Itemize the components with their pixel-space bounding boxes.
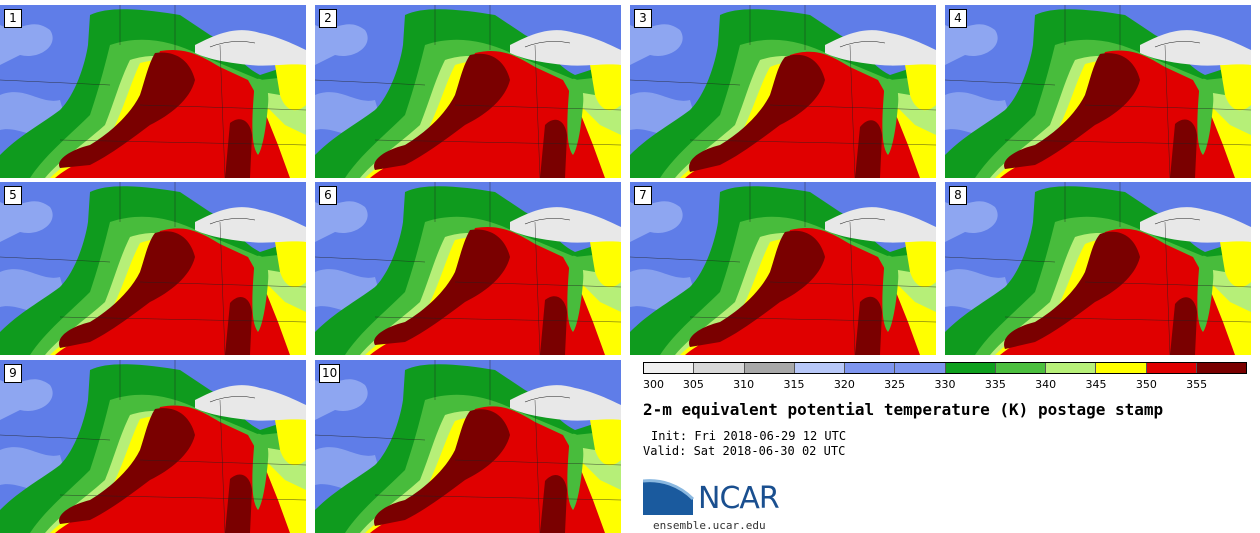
colorbar-tick-label: 310 — [733, 378, 755, 391]
ncar-logo-text: NCAR — [698, 481, 780, 516]
colorbar-tick-label: 335 — [984, 378, 1006, 391]
site-url: ensemble.ucar.edu — [653, 519, 766, 532]
colorbar-tick-label: 330 — [934, 378, 956, 391]
colorbar-tick-label: 320 — [833, 378, 855, 391]
colorbar-segment — [694, 363, 745, 373]
colorbar-segment — [1146, 363, 1197, 373]
colorbar-tick-label: 325 — [884, 378, 906, 391]
ensemble-member-panel: 10 — [315, 360, 621, 533]
member-number: 4 — [949, 9, 967, 28]
ensemble-member-panel: 7 — [630, 182, 936, 355]
colorbar-tick-label: 300 — [643, 378, 664, 391]
colorbar-segment — [744, 363, 795, 373]
colorbar-segment — [1196, 363, 1246, 373]
ensemble-member-panel: 6 — [315, 182, 621, 355]
member-number: 9 — [4, 364, 22, 383]
ncar-logo-icon — [643, 479, 695, 515]
member-map — [945, 5, 1251, 178]
colorbar-segment — [895, 363, 946, 373]
colorbar-tick-label: 345 — [1085, 378, 1107, 391]
member-map — [0, 360, 306, 533]
member-map — [0, 5, 306, 178]
colorbar-tick-label: 305 — [682, 378, 704, 391]
colorbar-segment — [945, 363, 996, 373]
colorbar-tick-label: 315 — [783, 378, 805, 391]
member-map — [315, 5, 621, 178]
colorbar-segment — [644, 363, 695, 373]
figure-title: 2-m equivalent potential temperature (K)… — [643, 400, 1164, 419]
member-map — [945, 182, 1251, 355]
colorbar-segment — [1096, 363, 1147, 373]
member-number: 5 — [4, 186, 22, 205]
colorbar-tick-label: 355 — [1186, 378, 1208, 391]
member-map — [315, 182, 621, 355]
colorbar-segment — [995, 363, 1046, 373]
member-number: 7 — [634, 186, 652, 205]
member-map — [630, 182, 936, 355]
ensemble-member-panel: 3 — [630, 5, 936, 178]
member-map — [315, 360, 621, 533]
colorbar-tick-label: 340 — [1035, 378, 1057, 391]
colorbar-segment — [794, 363, 845, 373]
colorbar-segment — [845, 363, 896, 373]
ensemble-member-panel: 5 — [0, 182, 306, 355]
ensemble-member-panel: 1 — [0, 5, 306, 178]
member-number: 3 — [634, 9, 652, 28]
member-number: 6 — [319, 186, 337, 205]
colorbar-tick-label: 350 — [1135, 378, 1157, 391]
colorbar — [643, 362, 1247, 374]
ensemble-member-panel: 8 — [945, 182, 1251, 355]
colorbar-segment — [1046, 363, 1097, 373]
ensemble-member-panel: 4 — [945, 5, 1251, 178]
member-number: 1 — [4, 9, 22, 28]
member-number: 10 — [319, 364, 341, 383]
member-number: 2 — [319, 9, 337, 28]
init-time: Init: Fri 2018-06-29 12 UTC — [651, 429, 847, 443]
valid-time: Valid: Sat 2018-06-30 02 UTC — [643, 444, 846, 458]
ensemble-member-panel: 9 — [0, 360, 306, 533]
member-number: 8 — [949, 186, 967, 205]
member-map — [630, 5, 936, 178]
ensemble-member-panel: 2 — [315, 5, 621, 178]
colorbar-ticks: 300 305 310 315 320 325 330 335 340 345 350 355 — [643, 378, 1247, 392]
member-map — [0, 182, 306, 355]
